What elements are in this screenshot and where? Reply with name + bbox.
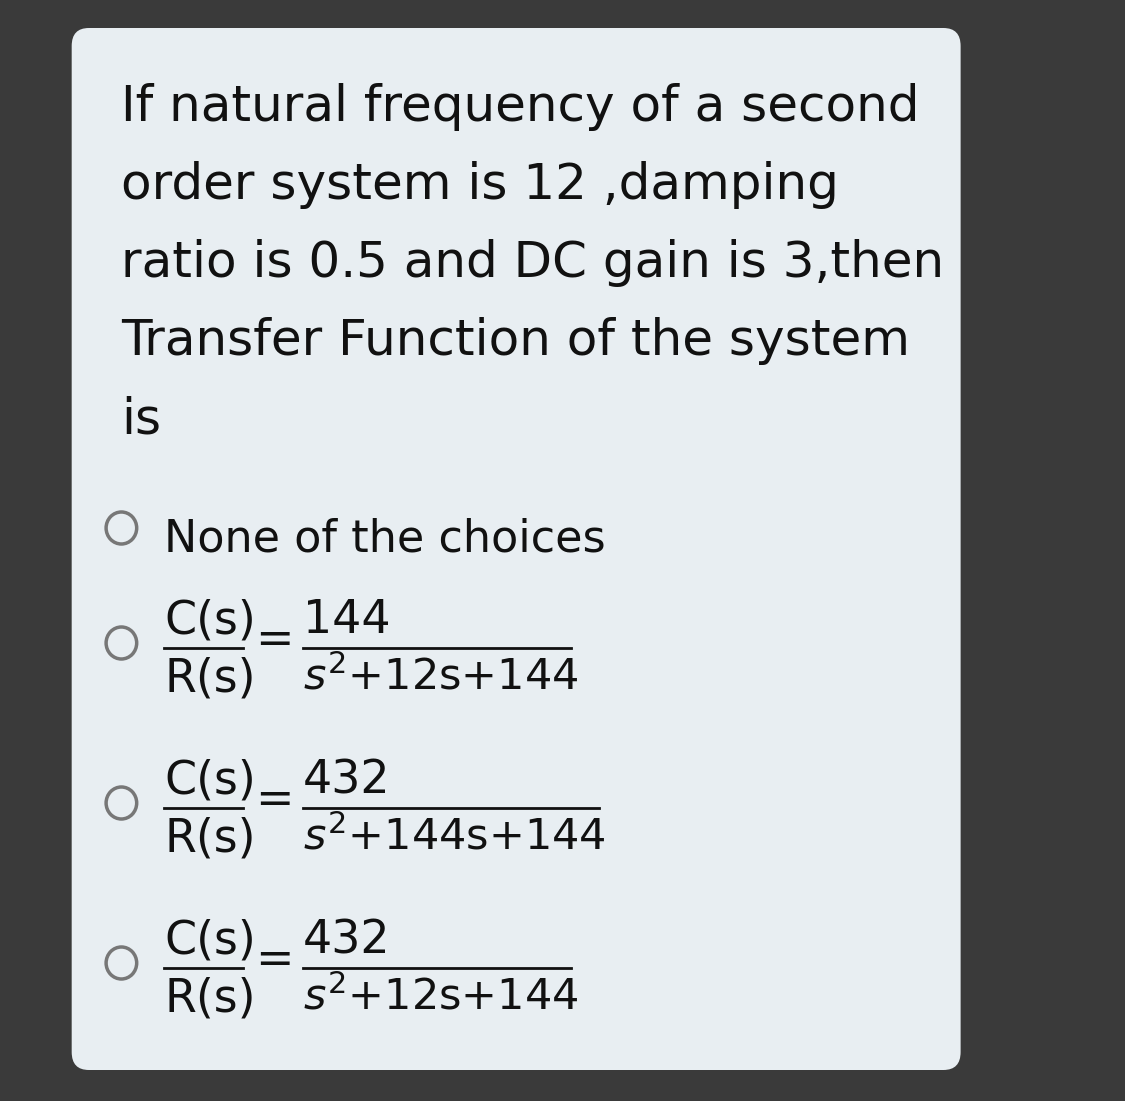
Text: R(s): R(s) [164,656,255,701]
Text: Transfer Function of the system: Transfer Function of the system [122,317,910,366]
Text: =: = [255,938,294,983]
Text: 432: 432 [303,757,390,803]
Text: R(s): R(s) [164,975,255,1021]
Text: ratio is 0.5 and DC gain is 3,then: ratio is 0.5 and DC gain is 3,then [122,239,945,287]
Text: is: is [122,395,162,443]
Text: =: = [255,778,294,824]
Text: R(s): R(s) [164,816,255,861]
Text: $s^2$+12s+144: $s^2$+12s+144 [303,656,578,698]
Text: C(s): C(s) [164,757,256,803]
Text: If natural frequency of a second: If natural frequency of a second [122,83,920,131]
Text: C(s): C(s) [164,598,256,643]
Text: None of the choices: None of the choices [164,517,606,562]
Text: order system is 12 ,damping: order system is 12 ,damping [122,161,839,209]
Text: 432: 432 [303,918,390,963]
Text: $s^2$+12s+144: $s^2$+12s+144 [303,975,578,1018]
FancyBboxPatch shape [72,28,961,1070]
Text: =: = [255,618,294,663]
Text: 144: 144 [303,598,390,643]
Text: C(s): C(s) [164,918,256,963]
Text: $s^2$+144s+144: $s^2$+144s+144 [303,816,606,859]
